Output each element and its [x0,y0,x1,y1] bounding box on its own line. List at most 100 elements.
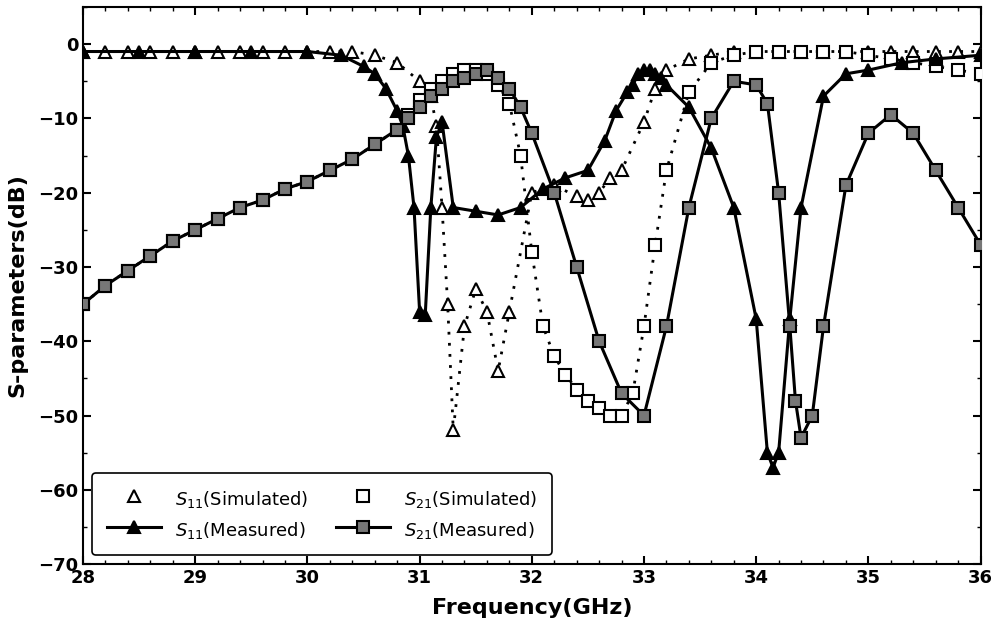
$S_{11}$(Measured) [610,107,622,115]
$S_{11}$(Simulated) [728,48,740,55]
$S_{11}$(Measured) [380,85,392,92]
$S_{11}$(Simulated) [593,189,605,196]
$S_{11}$(Measured) [817,92,829,100]
X-axis label: Frequency(GHz): Frequency(GHz) [432,598,632,618]
$S_{11}$(Measured) [414,308,426,315]
$S_{21}$(Simulated) [391,126,403,133]
$S_{11}$(Measured) [840,70,852,78]
$S_{21}$(Measured) [481,66,493,74]
$S_{11}$(Measured) [369,70,381,78]
$S_{11}$(Simulated) [167,48,179,55]
$S_{11}$(Simulated) [649,85,661,92]
$S_{21}$(Simulated) [616,412,628,419]
$S_{11}$(Simulated) [817,48,829,55]
$S_{11}$(Simulated) [425,92,437,100]
$S_{11}$(Measured) [862,66,874,74]
$S_{11}$(Measured) [402,152,414,159]
Line: $S_{11}$(Simulated): $S_{11}$(Simulated) [77,45,987,437]
$S_{11}$(Simulated) [77,48,89,55]
$S_{11}$(Simulated) [616,167,628,174]
$S_{11}$(Simulated) [234,48,246,55]
$S_{11}$(Measured) [896,59,908,66]
$S_{11}$(Simulated) [279,48,291,55]
$S_{11}$(Measured) [784,315,796,322]
$S_{11}$(Measured) [537,185,549,192]
$S_{11}$(Measured) [447,204,459,211]
$S_{11}$(Simulated) [750,48,762,55]
$S_{11}$(Measured) [582,167,594,174]
$S_{11}$(Simulated) [212,48,224,55]
$S_{11}$(Simulated) [885,48,897,55]
$S_{11}$(Simulated) [526,189,538,196]
$S_{21}$(Simulated) [750,48,762,55]
$S_{11}$(Measured) [975,51,987,59]
$S_{11}$(Measured) [627,81,639,89]
$S_{11}$(Measured) [189,48,201,55]
$S_{21}$(Simulated) [975,70,987,78]
$S_{11}$(Measured) [425,204,437,211]
$S_{11}$(Simulated) [930,48,942,55]
$S_{11}$(Measured) [767,464,779,471]
$S_{11}$(Measured) [599,137,611,144]
$S_{11}$(Simulated) [952,48,964,55]
$S_{11}$(Measured) [638,66,650,74]
$S_{11}$(Measured) [773,449,785,456]
$S_{11}$(Measured) [397,122,409,129]
Line: $S_{21}$(Measured): $S_{21}$(Measured) [77,64,987,444]
$S_{11}$(Measured) [761,449,773,456]
$S_{21}$(Measured) [414,104,426,111]
$S_{21}$(Measured) [402,114,414,122]
$S_{11}$(Simulated) [548,181,560,189]
$S_{11}$(Simulated) [430,122,442,129]
$S_{21}$(Measured) [952,204,964,211]
$S_{11}$(Simulated) [582,196,594,204]
$S_{11}$(Simulated) [638,118,650,126]
$S_{11}$(Simulated) [862,48,874,55]
$S_{11}$(Simulated) [189,48,201,55]
$S_{11}$(Simulated) [660,66,672,74]
$S_{11}$(Measured) [621,89,633,96]
$S_{21}$(Measured) [975,241,987,248]
$S_{11}$(Measured) [335,51,347,59]
$S_{11}$(Measured) [649,70,661,78]
$S_{21}$(Measured) [761,100,773,107]
$S_{11}$(Measured) [728,204,740,211]
$S_{11}$(Measured) [470,208,482,215]
$S_{11}$(Measured) [559,174,571,181]
$S_{11}$(Simulated) [492,368,504,375]
$S_{11}$(Measured) [795,204,807,211]
$S_{21}$(Simulated) [627,389,639,397]
$S_{11}$(Simulated) [369,51,381,59]
$S_{11}$(Measured) [430,133,442,141]
$S_{11}$(Simulated) [705,51,717,59]
$S_{21}$(Measured) [324,167,336,174]
$S_{11}$(Measured) [655,74,667,81]
$S_{11}$(Simulated) [458,322,470,330]
$S_{11}$(Simulated) [436,204,448,211]
$S_{11}$(Measured) [77,48,89,55]
$S_{11}$(Simulated) [324,48,336,55]
$S_{11}$(Simulated) [391,59,403,66]
$S_{21}$(Simulated) [571,386,583,393]
$S_{11}$(Simulated) [907,48,919,55]
$S_{21}$(Measured) [77,301,89,308]
$S_{11}$(Measured) [436,118,448,126]
$S_{11}$(Simulated) [773,48,785,55]
$S_{11}$(Simulated) [975,48,987,55]
$S_{11}$(Simulated) [442,301,454,308]
$S_{11}$(Simulated) [301,48,313,55]
$S_{11}$(Simulated) [795,48,807,55]
$S_{11}$(Measured) [515,204,527,211]
$S_{11}$(Simulated) [604,174,616,181]
$S_{21}$(Simulated) [77,301,89,308]
$S_{11}$(Simulated) [122,48,134,55]
$S_{11}$(Measured) [301,48,313,55]
$S_{11}$(Measured) [391,107,403,115]
$S_{11}$(Simulated) [481,308,493,315]
$S_{11}$(Simulated) [571,192,583,200]
$S_{11}$(Measured) [644,66,656,74]
$S_{11}$(Simulated) [414,78,426,85]
$S_{11}$(Measured) [683,104,695,111]
Line: $S_{21}$(Simulated): $S_{21}$(Simulated) [77,45,987,422]
$S_{11}$(Measured) [930,55,942,63]
